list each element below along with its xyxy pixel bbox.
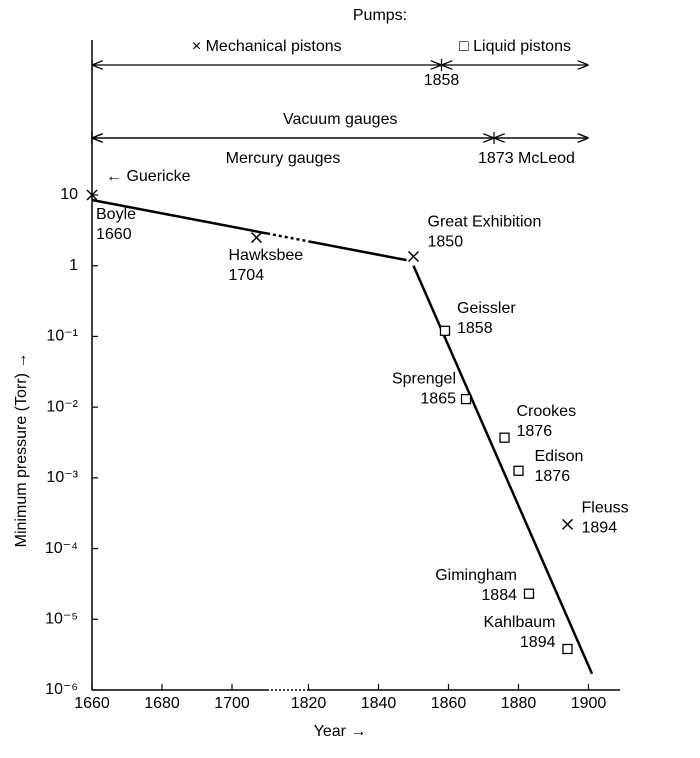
point-square bbox=[513, 465, 524, 476]
y-tick-label: 10 bbox=[60, 186, 78, 203]
point-x bbox=[250, 232, 263, 244]
x-tick-label: 1840 bbox=[361, 695, 397, 712]
point-x bbox=[407, 250, 420, 263]
annotation: ← Guericke bbox=[106, 168, 191, 185]
y-tick-label: 10⁻³ bbox=[46, 469, 78, 486]
y-tick-label: 1 bbox=[69, 257, 78, 274]
point-label: Great Exhibition bbox=[428, 214, 542, 231]
point-label: Hawksbee bbox=[229, 247, 304, 264]
span-label: □ Liquid pistons bbox=[459, 38, 571, 55]
point-label: Kahlbaum bbox=[483, 614, 555, 631]
point-square bbox=[460, 393, 472, 405]
point-square bbox=[499, 432, 510, 443]
span-start: 1873 bbox=[478, 150, 514, 167]
point-x bbox=[561, 518, 574, 530]
point-year: 1894 bbox=[520, 634, 556, 651]
x-tick-label: 1820 bbox=[291, 695, 327, 712]
point-square bbox=[439, 325, 451, 336]
chart-title: Pumps: bbox=[353, 7, 407, 24]
point-year: 1884 bbox=[481, 587, 517, 604]
point-label: Sprengel bbox=[392, 370, 456, 387]
span-label: Mercury gauges bbox=[226, 150, 341, 167]
x-axis-label: Year → bbox=[314, 723, 367, 740]
x-tick-label: 1680 bbox=[144, 695, 180, 712]
trend-break bbox=[266, 232, 309, 243]
point-year: 1876 bbox=[535, 468, 571, 485]
y-tick-label: 10⁻² bbox=[46, 398, 78, 415]
x-tick-label: 1860 bbox=[431, 695, 467, 712]
point-year: 1850 bbox=[428, 234, 464, 251]
x-tick-label: 1660 bbox=[74, 695, 110, 712]
point-label: Edison bbox=[535, 448, 584, 465]
point-year: 1894 bbox=[582, 520, 618, 537]
y-tick-label: 10⁻⁴ bbox=[45, 540, 78, 557]
point-year: 1704 bbox=[229, 267, 265, 284]
x-tick-label: 1900 bbox=[571, 695, 607, 712]
span-label: × Mechanical pistons bbox=[192, 38, 342, 55]
point-square bbox=[562, 643, 573, 655]
y-tick-label: 10⁻¹ bbox=[46, 328, 78, 345]
point-label: Fleuss bbox=[582, 500, 629, 517]
point-label: Gimingham bbox=[435, 567, 517, 584]
x-tick-label: 1700 bbox=[214, 695, 250, 712]
point-label: Crookes bbox=[517, 403, 577, 420]
point-x bbox=[86, 189, 98, 201]
span-start: 1858 bbox=[424, 72, 460, 89]
y-tick-label: 10⁻⁵ bbox=[45, 611, 78, 628]
point-year: 1876 bbox=[517, 423, 553, 440]
y-axis-label: Minimum pressure (Torr) → bbox=[13, 353, 30, 548]
point-label: Geissler bbox=[457, 300, 516, 317]
point-year: 1865 bbox=[420, 390, 456, 407]
point-year: 1660 bbox=[96, 226, 132, 243]
y-tick-label: 10⁻⁶ bbox=[45, 681, 78, 698]
point-year: 1858 bbox=[457, 320, 493, 337]
x-tick-label: 1880 bbox=[501, 695, 537, 712]
span-label: McLeod bbox=[518, 150, 575, 167]
point-square bbox=[523, 588, 535, 599]
trend-line bbox=[91, 198, 407, 262]
span-label: Vacuum gauges bbox=[283, 111, 397, 128]
point-label: Boyle bbox=[96, 206, 136, 223]
